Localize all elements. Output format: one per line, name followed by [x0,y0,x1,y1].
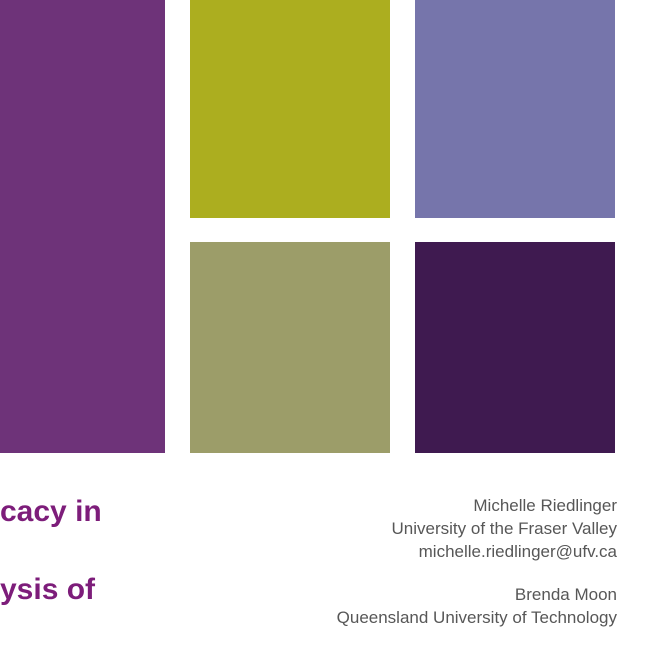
author-1-name: Michelle Riedlinger [337,495,617,518]
block-left [0,0,165,453]
author-1-email: michelle.riedlinger@ufv.ca [337,541,617,564]
author-1-affiliation: University of the Fraser Valley [337,518,617,541]
authors-block: Michelle Riedlinger University of the Fr… [337,495,617,650]
block-bottom-right [415,242,615,453]
block-top-mid [190,0,390,218]
title-line1: cacy in [0,495,102,529]
author-2-name: Brenda Moon [337,584,617,607]
block-bottom-mid [190,242,390,453]
author-2-affiliation: Queensland University of Technology [337,607,617,630]
text-area: cacy in ysis of Michelle Riedlinger Univ… [0,495,655,655]
block-top-right [415,0,615,218]
author-2: Brenda Moon Queensland University of Tec… [337,584,617,630]
author-1: Michelle Riedlinger University of the Fr… [337,495,617,564]
color-blocks-grid [0,0,655,453]
title-line2: ysis of [0,573,95,607]
